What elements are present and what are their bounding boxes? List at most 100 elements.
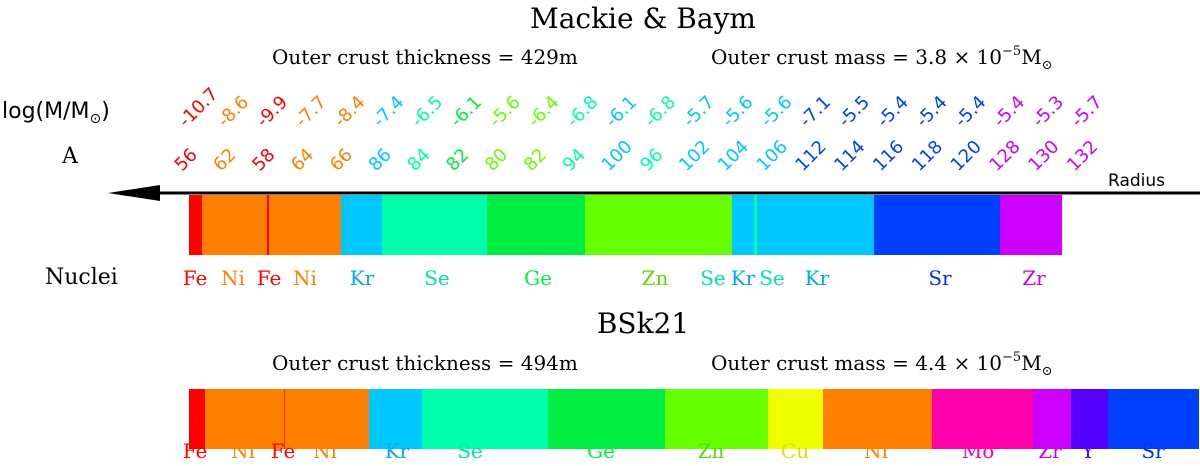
bsk21-nucleus-label: Ni	[231, 439, 255, 463]
bsk21-nuclei-labels: Fe Ni Fe Ni Kr Se Ge Zn Cu Ni Mo Zr Y Sr	[183, 439, 1165, 463]
bsk21-segment-fe	[189, 389, 205, 449]
mackie-baym-segment-fe	[189, 195, 202, 255]
bsk21-segment-se	[422, 389, 548, 449]
log-mass-label: -6.8	[640, 92, 680, 132]
mass-number-label: 120	[947, 136, 986, 175]
bsk21-nucleus-label: Ni	[864, 439, 888, 463]
mackie-baym-segment-fe	[267, 195, 269, 255]
bsk21-nucleus-label: Zr	[1038, 439, 1062, 463]
log-mass-label: -5.5	[834, 92, 874, 132]
log-mass-label: -5.6	[757, 92, 797, 132]
mackie-baym-nucleus-label: Se	[759, 266, 785, 290]
log-mass-label: -5.7	[1067, 92, 1107, 132]
mass-number-label: 114	[830, 136, 869, 175]
mackie-baym-nucleus-label: Sr	[928, 266, 952, 290]
mackie-baym-segment-se	[382, 195, 487, 255]
mass-number-label: 82	[442, 144, 473, 175]
log-mass-label: -5.4	[989, 92, 1029, 132]
log-mass-label: -5.4	[912, 92, 952, 132]
mackie-baym-nucleus-label: Fe	[183, 266, 208, 290]
mackie-baym-log-mass-labels: -10.7-8.6 -9.9 -7.7 -8.4 -7.4 -6.5 -6.1 -5.6 -6.…	[175, 84, 1107, 132]
mackie-baym-mass-label: Outer crust mass = 3.8 × 10−5M⊙	[711, 44, 1053, 73]
mass-number-label: 84	[403, 144, 434, 175]
mass-number-label: 100	[597, 136, 636, 175]
bsk21-nucleus-label: Ge	[587, 439, 615, 463]
mackie-baym-nucleus-label: Ge	[524, 266, 552, 290]
nuclei-row-label: Nuclei	[45, 265, 118, 290]
log-mass-label: -6.1	[601, 92, 641, 132]
mass-number-label: 80	[481, 144, 512, 175]
mass-number-label: 86	[365, 144, 396, 175]
log-mass-label: -6.5	[407, 92, 447, 132]
mass-number-label: 62	[209, 144, 240, 175]
mackie-baym-nucleus-label: Kr	[805, 266, 830, 290]
log-mass-label: -5.6	[718, 92, 758, 132]
mass-number-label: 116	[869, 136, 908, 175]
log-mass-label: -9.9	[252, 92, 292, 132]
mass-number-label: 94	[559, 144, 590, 175]
bsk21-segment-zr	[1033, 389, 1071, 449]
bsk21-segment-zn	[665, 389, 768, 449]
bsk21-nucleus-label: Y	[1080, 439, 1095, 463]
bsk21-nucleus-label: Sr	[1141, 439, 1165, 463]
bsk21-segment-sr	[1108, 389, 1199, 449]
mackie-baym-segment-ni	[202, 195, 267, 255]
log-mass-label: -5.3	[1028, 92, 1068, 132]
mackie-baym-nucleus-label: Se	[700, 266, 726, 290]
mass-number-row-label: A	[61, 144, 79, 169]
mackie-baym-segment-kr	[732, 195, 754, 255]
bsk21-segment-fe	[284, 389, 285, 449]
log-mass-label: -5.7	[679, 92, 719, 132]
log-mass-label: -6.8	[563, 92, 603, 132]
mackie-baym-thickness-label: Outer crust thickness = 429m	[272, 45, 578, 69]
log-mass-label: -7.1	[795, 92, 835, 132]
mackie-baym-composition-bar	[189, 195, 1062, 255]
mass-number-label: 56	[171, 144, 202, 175]
mackie-baym-segment-zn	[585, 195, 732, 255]
mass-number-label: 58	[248, 144, 279, 175]
log-mass-label: -8.4	[330, 92, 370, 132]
mass-number-label: 104	[714, 136, 753, 175]
mass-number-label: 130	[1024, 136, 1063, 175]
bsk21-segment-kr	[369, 389, 422, 449]
log-mass-label: -5.6	[485, 92, 525, 132]
mackie-baym-nucleus-label: Ni	[221, 266, 245, 290]
mass-number-label: 112	[791, 136, 830, 175]
bsk21-nucleus-label: Zn	[698, 439, 725, 463]
bsk21-composition-bar	[189, 389, 1199, 449]
mass-number-label: 96	[636, 144, 667, 175]
mass-number-label: 132	[1063, 136, 1102, 175]
log-mass-label: -7.7	[291, 92, 331, 132]
mackie-baym-nuclei-labels: Fe Ni Fe Ni Kr Se Ge Zn Se Kr Se Kr Sr Zr	[183, 266, 1046, 290]
mackie-baym-nucleus-label: Ni	[293, 266, 317, 290]
bsk21-segment-mo	[932, 389, 1033, 449]
bsk21-nucleus-label: Se	[457, 439, 483, 463]
radius-label: Radius	[1108, 171, 1165, 191]
log-mass-label: -6.1	[446, 92, 486, 132]
mackie-baym-segment-kr	[757, 195, 874, 255]
mackie-baym-segment-se	[754, 195, 757, 255]
mass-number-label: 82	[520, 144, 551, 175]
mackie-baym-nucleus-label: Se	[424, 266, 450, 290]
mackie-baym-title: Mackie & Baym	[530, 2, 756, 35]
mass-number-label: 128	[985, 136, 1024, 175]
mass-number-label: 102	[675, 136, 714, 175]
log-mass-label: -5.4	[951, 92, 991, 132]
bsk21-nucleus-label: Mo	[962, 439, 995, 463]
bsk21-mass-label: Outer crust mass = 4.4 × 10−5M⊙	[711, 350, 1053, 379]
mackie-baym-segment-zr	[1000, 195, 1062, 255]
mackie-baym-segment-ni	[269, 195, 341, 255]
mass-number-label: 64	[287, 144, 318, 175]
mass-number-label: 66	[326, 144, 357, 175]
mackie-baym-mass-number-labels: 56 62 58 64 66 86 84 82 80 82 94 100 96 102 104 106 112 1…	[171, 136, 1103, 175]
log-mass-label: -5.4	[873, 92, 913, 132]
bsk21-nucleus-label: Kr	[385, 439, 410, 463]
mackie-baym-nucleus-label: Kr	[731, 266, 756, 290]
mackie-baym-nucleus-label: Zn	[642, 266, 669, 290]
radius-arrow-head	[108, 185, 160, 201]
log-mass-label: -7.4	[369, 92, 409, 132]
log-mass-row-label: log(M/M⊙)	[2, 99, 110, 127]
bsk21-title: BSk21	[597, 307, 689, 340]
bsk21-segment-ni	[205, 389, 284, 449]
